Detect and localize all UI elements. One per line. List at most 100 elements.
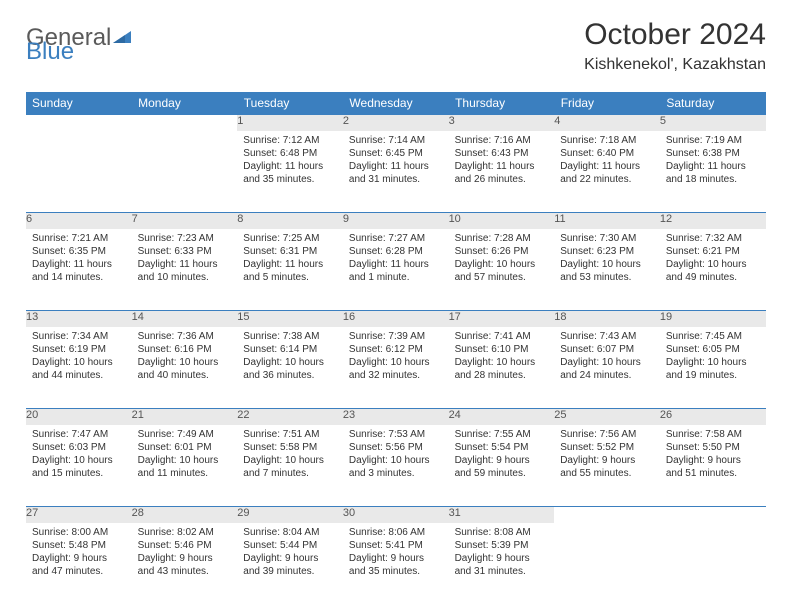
sunrise-line: Sunrise: 7:45 AM — [666, 330, 760, 343]
sunset-line: Sunset: 6:28 PM — [349, 245, 443, 258]
day-cell: Sunrise: 7:53 AMSunset: 5:56 PMDaylight:… — [343, 425, 449, 507]
day-details: Sunrise: 7:27 AMSunset: 6:28 PMDaylight:… — [343, 229, 449, 288]
day-number-cell: 30 — [343, 507, 449, 523]
day-cell: Sunrise: 7:16 AMSunset: 6:43 PMDaylight:… — [449, 131, 555, 213]
daylight-line: Daylight: 10 hours and 15 minutes. — [32, 454, 126, 480]
day-header: Sunday — [26, 92, 132, 115]
sunrise-line: Sunrise: 7:34 AM — [32, 330, 126, 343]
calendar-page: General October 2024 Kishkenekol', Kazak… — [0, 0, 792, 615]
day-cell — [26, 131, 132, 213]
day-cell: Sunrise: 8:06 AMSunset: 5:41 PMDaylight:… — [343, 523, 449, 605]
day-header-row: Sunday Monday Tuesday Wednesday Thursday… — [26, 92, 766, 115]
day-number-row: 2728293031 — [26, 507, 766, 523]
daylight-line: Daylight: 11 hours and 5 minutes. — [243, 258, 337, 284]
day-details: Sunrise: 7:32 AMSunset: 6:21 PMDaylight:… — [660, 229, 766, 288]
day-cell: Sunrise: 8:04 AMSunset: 5:44 PMDaylight:… — [237, 523, 343, 605]
day-cell: Sunrise: 7:18 AMSunset: 6:40 PMDaylight:… — [554, 131, 660, 213]
header: General October 2024 Kishkenekol', Kazak… — [26, 18, 766, 74]
day-details: Sunrise: 7:38 AMSunset: 6:14 PMDaylight:… — [237, 327, 343, 386]
day-details: Sunrise: 7:12 AMSunset: 6:48 PMDaylight:… — [237, 131, 343, 190]
day-cell: Sunrise: 7:28 AMSunset: 6:26 PMDaylight:… — [449, 229, 555, 311]
day-cell: Sunrise: 7:51 AMSunset: 5:58 PMDaylight:… — [237, 425, 343, 507]
sunrise-line: Sunrise: 7:51 AM — [243, 428, 337, 441]
day-number-cell: 13 — [26, 311, 132, 327]
sunrise-line: Sunrise: 8:08 AM — [455, 526, 549, 539]
sunrise-line: Sunrise: 7:55 AM — [455, 428, 549, 441]
day-cell: Sunrise: 7:25 AMSunset: 6:31 PMDaylight:… — [237, 229, 343, 311]
sunset-line: Sunset: 6:03 PM — [32, 441, 126, 454]
logo-text-blue: Blue — [26, 38, 74, 66]
sunset-line: Sunset: 6:10 PM — [455, 343, 549, 356]
daylight-line: Daylight: 11 hours and 31 minutes. — [349, 160, 443, 186]
day-cell: Sunrise: 7:49 AMSunset: 6:01 PMDaylight:… — [132, 425, 238, 507]
day-number-cell: 12 — [660, 213, 766, 229]
day-number-cell: 16 — [343, 311, 449, 327]
day-number-cell: 5 — [660, 115, 766, 131]
sunrise-line: Sunrise: 7:18 AM — [560, 134, 654, 147]
day-details: Sunrise: 7:23 AMSunset: 6:33 PMDaylight:… — [132, 229, 238, 288]
day-details: Sunrise: 8:08 AMSunset: 5:39 PMDaylight:… — [449, 523, 555, 582]
day-cell: Sunrise: 7:38 AMSunset: 6:14 PMDaylight:… — [237, 327, 343, 409]
day-cell: Sunrise: 7:19 AMSunset: 6:38 PMDaylight:… — [660, 131, 766, 213]
day-details: Sunrise: 7:58 AMSunset: 5:50 PMDaylight:… — [660, 425, 766, 484]
day-cell: Sunrise: 7:23 AMSunset: 6:33 PMDaylight:… — [132, 229, 238, 311]
sunset-line: Sunset: 5:58 PM — [243, 441, 337, 454]
sunset-line: Sunset: 5:56 PM — [349, 441, 443, 454]
day-details: Sunrise: 7:28 AMSunset: 6:26 PMDaylight:… — [449, 229, 555, 288]
sunrise-line: Sunrise: 7:53 AM — [349, 428, 443, 441]
sunrise-line: Sunrise: 7:25 AM — [243, 232, 337, 245]
day-header: Thursday — [449, 92, 555, 115]
sunrise-line: Sunrise: 7:39 AM — [349, 330, 443, 343]
day-number-cell: 23 — [343, 409, 449, 425]
sunrise-line: Sunrise: 7:38 AM — [243, 330, 337, 343]
sunset-line: Sunset: 6:23 PM — [560, 245, 654, 258]
day-cell: Sunrise: 7:30 AMSunset: 6:23 PMDaylight:… — [554, 229, 660, 311]
sunset-line: Sunset: 6:21 PM — [666, 245, 760, 258]
daylight-line: Daylight: 11 hours and 10 minutes. — [138, 258, 232, 284]
day-cell: Sunrise: 7:12 AMSunset: 6:48 PMDaylight:… — [237, 131, 343, 213]
sunrise-line: Sunrise: 8:02 AM — [138, 526, 232, 539]
sunrise-line: Sunrise: 7:28 AM — [455, 232, 549, 245]
day-cell: Sunrise: 7:55 AMSunset: 5:54 PMDaylight:… — [449, 425, 555, 507]
day-cell: Sunrise: 7:32 AMSunset: 6:21 PMDaylight:… — [660, 229, 766, 311]
day-details: Sunrise: 7:55 AMSunset: 5:54 PMDaylight:… — [449, 425, 555, 484]
day-number-cell: 21 — [132, 409, 238, 425]
day-details: Sunrise: 7:16 AMSunset: 6:43 PMDaylight:… — [449, 131, 555, 190]
sunrise-line: Sunrise: 7:23 AM — [138, 232, 232, 245]
day-details: Sunrise: 7:41 AMSunset: 6:10 PMDaylight:… — [449, 327, 555, 386]
sunset-line: Sunset: 6:14 PM — [243, 343, 337, 356]
daylight-line: Daylight: 10 hours and 19 minutes. — [666, 356, 760, 382]
sunrise-line: Sunrise: 7:16 AM — [455, 134, 549, 147]
day-number-cell: 17 — [449, 311, 555, 327]
sunrise-line: Sunrise: 7:47 AM — [32, 428, 126, 441]
sunset-line: Sunset: 5:54 PM — [455, 441, 549, 454]
daylight-line: Daylight: 10 hours and 24 minutes. — [560, 356, 654, 382]
sunset-line: Sunset: 6:43 PM — [455, 147, 549, 160]
day-header: Tuesday — [237, 92, 343, 115]
sunrise-line: Sunrise: 7:56 AM — [560, 428, 654, 441]
day-details: Sunrise: 7:36 AMSunset: 6:16 PMDaylight:… — [132, 327, 238, 386]
sunset-line: Sunset: 5:50 PM — [666, 441, 760, 454]
day-cell: Sunrise: 7:41 AMSunset: 6:10 PMDaylight:… — [449, 327, 555, 409]
day-details: Sunrise: 7:45 AMSunset: 6:05 PMDaylight:… — [660, 327, 766, 386]
title-block: October 2024 Kishkenekol', Kazakhstan — [584, 18, 766, 74]
sunset-line: Sunset: 6:31 PM — [243, 245, 337, 258]
week-row: Sunrise: 7:21 AMSunset: 6:35 PMDaylight:… — [26, 229, 766, 311]
sunset-line: Sunset: 5:48 PM — [32, 539, 126, 552]
day-details: Sunrise: 7:19 AMSunset: 6:38 PMDaylight:… — [660, 131, 766, 190]
sunset-line: Sunset: 6:19 PM — [32, 343, 126, 356]
week-row: Sunrise: 8:00 AMSunset: 5:48 PMDaylight:… — [26, 523, 766, 605]
day-cell: Sunrise: 7:34 AMSunset: 6:19 PMDaylight:… — [26, 327, 132, 409]
day-number-row: 20212223242526 — [26, 409, 766, 425]
daylight-line: Daylight: 10 hours and 49 minutes. — [666, 258, 760, 284]
day-number-cell: 31 — [449, 507, 555, 523]
daylight-line: Daylight: 10 hours and 57 minutes. — [455, 258, 549, 284]
day-number-cell: 1 — [237, 115, 343, 131]
day-cell — [660, 523, 766, 605]
sunrise-line: Sunrise: 7:36 AM — [138, 330, 232, 343]
day-details: Sunrise: 7:18 AMSunset: 6:40 PMDaylight:… — [554, 131, 660, 190]
daylight-line: Daylight: 10 hours and 40 minutes. — [138, 356, 232, 382]
daylight-line: Daylight: 11 hours and 1 minute. — [349, 258, 443, 284]
day-cell: Sunrise: 7:39 AMSunset: 6:12 PMDaylight:… — [343, 327, 449, 409]
day-details: Sunrise: 8:02 AMSunset: 5:46 PMDaylight:… — [132, 523, 238, 582]
